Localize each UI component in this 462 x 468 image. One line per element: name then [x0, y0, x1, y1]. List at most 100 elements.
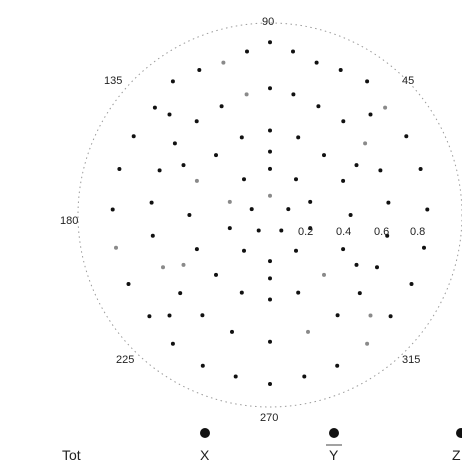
data-point — [167, 313, 172, 318]
data-point — [197, 68, 202, 72]
data-point — [425, 207, 430, 212]
data-point — [117, 167, 122, 171]
data-point — [368, 112, 373, 117]
data-point — [322, 272, 326, 277]
data-point — [316, 104, 321, 109]
data-point — [244, 92, 249, 97]
data-point — [167, 112, 172, 117]
data-point — [178, 291, 183, 296]
legend-label-tot: Tot — [62, 447, 81, 463]
data-point — [157, 168, 162, 173]
data-point — [357, 291, 362, 296]
data-point — [268, 166, 272, 171]
data-point — [363, 141, 368, 146]
data-point — [385, 233, 390, 238]
data-point — [308, 199, 313, 204]
data-point — [242, 248, 246, 253]
data-point — [386, 200, 391, 205]
data-point — [194, 247, 199, 252]
data-point — [239, 290, 244, 295]
angle-label-135: 135 — [104, 75, 122, 87]
data-point — [256, 228, 261, 233]
data-point — [365, 341, 370, 346]
data-point — [214, 153, 218, 158]
data-point — [219, 104, 224, 109]
data-point — [291, 92, 296, 97]
data-point — [341, 178, 346, 183]
data-point — [245, 49, 249, 54]
legend: Tot X Y Z — [62, 428, 462, 463]
data-point — [341, 119, 346, 124]
data-point — [110, 207, 115, 212]
data-point — [181, 163, 186, 168]
data-point — [291, 49, 295, 54]
data-point — [170, 79, 175, 84]
data-point — [279, 228, 284, 233]
data-point — [268, 149, 272, 154]
data-point — [268, 86, 272, 91]
data-point — [227, 226, 232, 231]
data-point — [322, 153, 326, 158]
outer-circle — [77, 22, 462, 408]
data-point — [306, 329, 310, 334]
data-point — [296, 135, 301, 140]
data-point — [268, 339, 272, 344]
radial-tick-0.4: 0.4 — [336, 226, 351, 238]
data-point — [294, 248, 298, 253]
data-point — [294, 177, 298, 182]
data-point — [126, 282, 131, 286]
data-point — [268, 259, 272, 264]
data-point — [249, 207, 254, 212]
angle-label-45: 45 — [402, 75, 414, 87]
data-point — [152, 105, 157, 110]
data-point — [335, 363, 340, 368]
data-point — [242, 177, 246, 182]
legend-label-z: Z — [452, 447, 461, 463]
data-point — [268, 297, 272, 302]
data-point — [194, 119, 199, 124]
data-point — [314, 60, 319, 65]
data-point — [335, 313, 340, 318]
data-point — [239, 135, 244, 140]
data-point — [383, 105, 388, 110]
data-point — [378, 168, 383, 173]
data-point — [194, 178, 199, 183]
data-point — [233, 374, 238, 379]
data-point — [354, 262, 359, 267]
radial-tick-0.2: 0.2 — [298, 226, 313, 238]
data-point — [172, 141, 177, 146]
data-point — [422, 245, 426, 250]
data-point — [214, 272, 218, 277]
data-point — [338, 68, 343, 72]
data-point — [230, 329, 234, 334]
data-point — [296, 290, 301, 295]
data-point — [268, 276, 272, 281]
data-point — [286, 207, 291, 212]
legend-marker-z — [456, 428, 462, 438]
data-point — [368, 313, 373, 318]
legend-marker-x — [200, 428, 210, 438]
data-point — [308, 226, 313, 231]
angle-label-225: 225 — [116, 354, 134, 366]
angle-label-90: 90 — [262, 16, 274, 28]
data-point — [365, 79, 370, 84]
data-point — [187, 213, 192, 217]
data-point — [181, 262, 186, 267]
data-point — [409, 282, 414, 286]
legend-label-y: Y — [329, 447, 339, 463]
data-point — [388, 314, 393, 319]
data-point — [341, 247, 346, 252]
data-point — [404, 134, 409, 139]
data-point — [161, 265, 165, 270]
data-point — [200, 313, 205, 318]
data-point — [170, 341, 175, 346]
data-point — [302, 374, 307, 379]
radial-tick-0.8: 0.8 — [410, 226, 425, 238]
data-point — [418, 167, 423, 171]
data-point — [348, 213, 353, 217]
data-point — [268, 128, 272, 133]
data-point — [268, 40, 272, 45]
data-point — [200, 363, 205, 368]
data-point — [227, 199, 232, 204]
